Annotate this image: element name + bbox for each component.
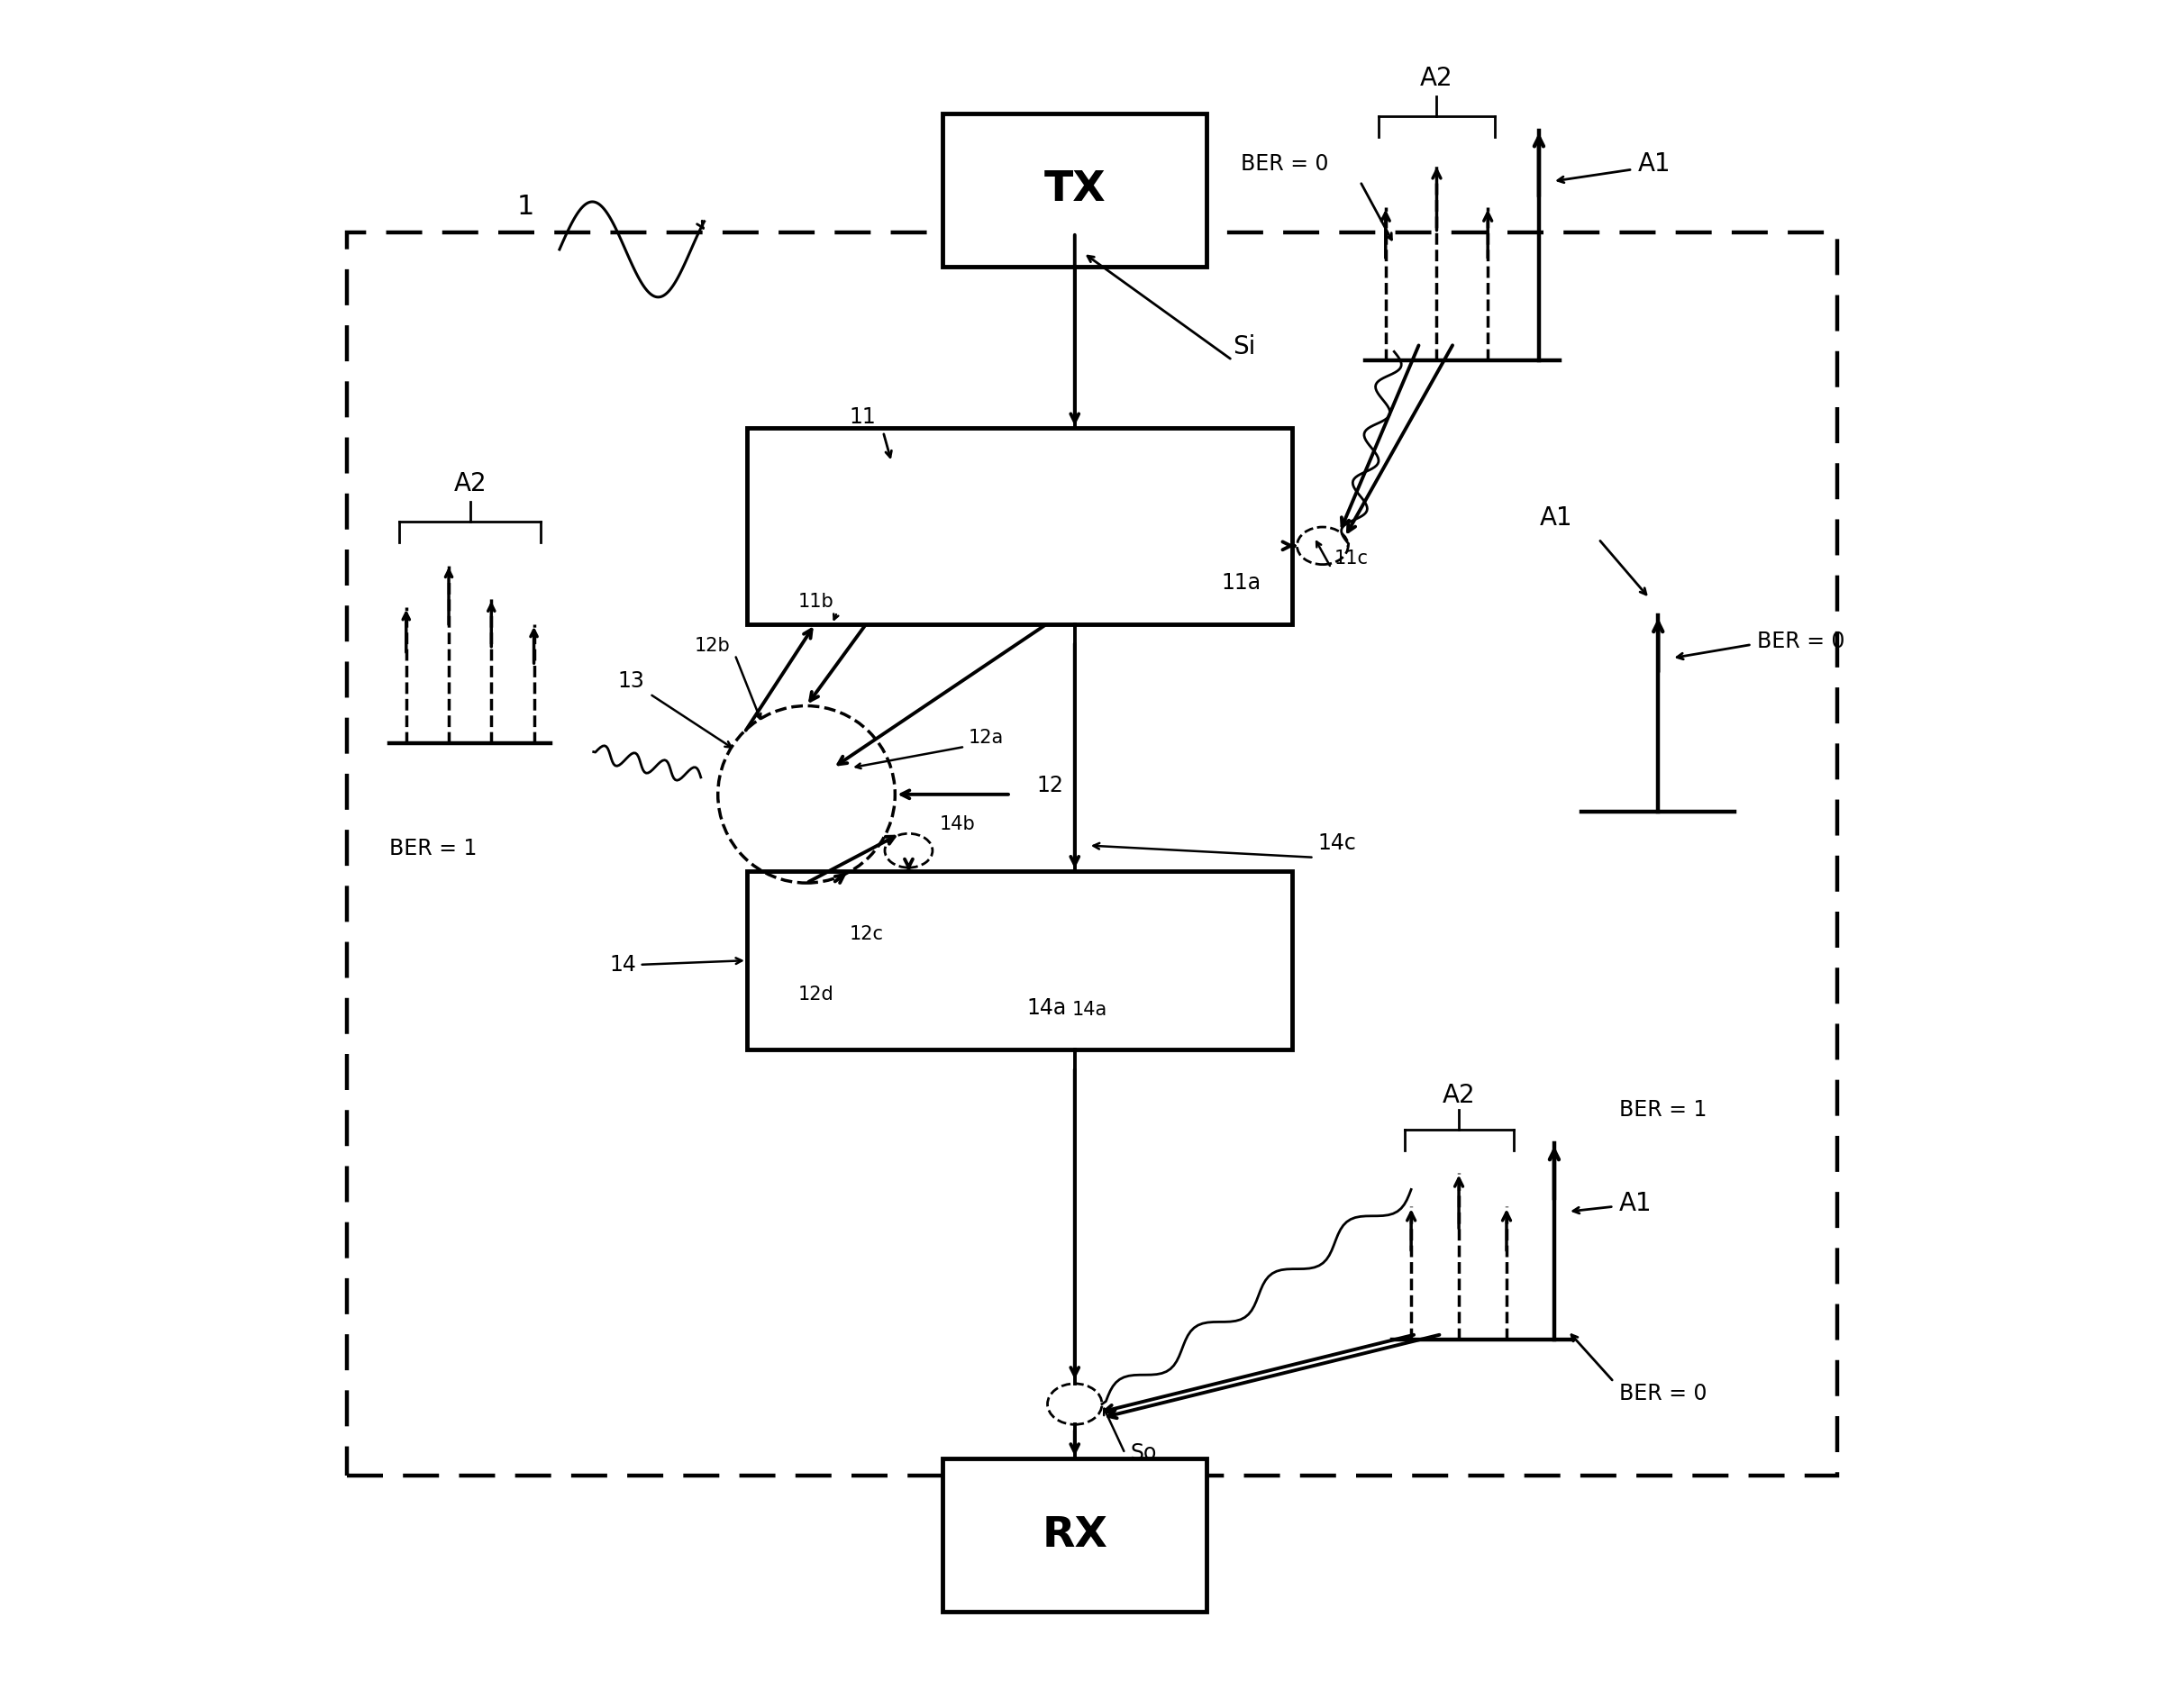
Text: 14a: 14a xyxy=(1027,997,1066,1020)
Text: 14c: 14c xyxy=(1319,832,1355,854)
Text: RX: RX xyxy=(1042,1515,1107,1556)
Text: 14a: 14a xyxy=(1073,1001,1107,1020)
Text: A2: A2 xyxy=(1442,1083,1476,1108)
Bar xyxy=(943,1459,1206,1612)
Text: So: So xyxy=(1131,1443,1157,1464)
Text: 11c: 11c xyxy=(1334,550,1368,567)
Text: 12d: 12d xyxy=(798,986,833,1003)
Text: 12c: 12c xyxy=(848,926,883,943)
Text: A1: A1 xyxy=(1618,1190,1653,1216)
Text: 11a: 11a xyxy=(1221,572,1260,593)
Text: 14: 14 xyxy=(609,953,637,975)
Text: A2: A2 xyxy=(1420,67,1452,91)
Bar xyxy=(347,232,1836,1476)
Bar xyxy=(943,113,1206,266)
Text: 14b: 14b xyxy=(939,815,975,834)
Text: A1: A1 xyxy=(1638,152,1670,178)
Text: 11: 11 xyxy=(848,407,876,429)
Bar xyxy=(747,871,1293,1050)
Text: BER = 0: BER = 0 xyxy=(1241,154,1329,176)
Text: BER = 1: BER = 1 xyxy=(1618,1098,1707,1120)
Text: 12b: 12b xyxy=(695,637,729,654)
Text: 12a: 12a xyxy=(969,729,1003,746)
Text: 12: 12 xyxy=(1036,775,1064,796)
Text: 1: 1 xyxy=(516,193,535,220)
Bar xyxy=(747,429,1293,623)
Text: BER = 0: BER = 0 xyxy=(1757,630,1845,652)
Text: BER = 0: BER = 0 xyxy=(1618,1383,1707,1404)
Text: 13: 13 xyxy=(617,671,645,692)
Text: 11b: 11b xyxy=(798,593,833,610)
Text: BER = 1: BER = 1 xyxy=(388,839,477,859)
Text: Si: Si xyxy=(1232,333,1256,359)
Text: A1: A1 xyxy=(1539,506,1573,531)
Text: TX: TX xyxy=(1044,169,1105,210)
Text: A2: A2 xyxy=(453,471,486,497)
